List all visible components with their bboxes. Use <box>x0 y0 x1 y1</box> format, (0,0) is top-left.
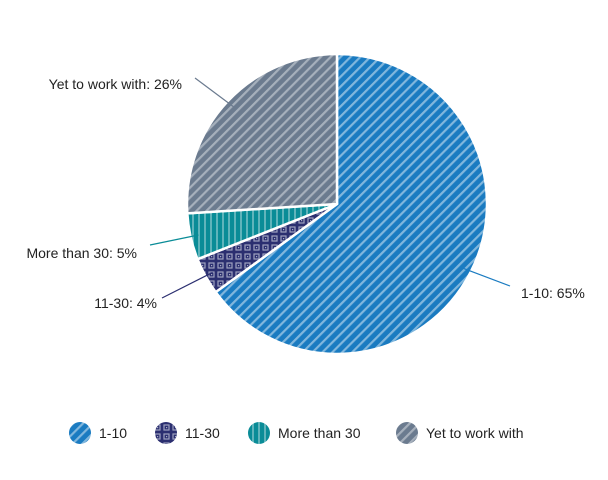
legend-item-yet-to-work-with: Yet to work with <box>396 422 524 444</box>
legend-item-more-than-30: More than 30 <box>248 422 361 444</box>
legend-label-1-10: 1-10 <box>99 425 127 441</box>
leader-line-more-than-30 <box>149 234 199 246</box>
data-label-more-than-30: More than 30: 5% <box>26 245 137 261</box>
data-label-1-10: 1-10: 65% <box>521 285 585 301</box>
pie-slice-1-10 <box>214 52 489 356</box>
slices-layer <box>185 52 489 356</box>
legend-item-11-30: 11-30 <box>155 422 220 444</box>
legend-swatch-more-than-30 <box>248 422 270 444</box>
legend-label-11-30: 11-30 <box>185 425 220 441</box>
data-label-yet-to-work-with: Yet to work with: 26% <box>49 76 182 92</box>
leader-line-1-10 <box>463 267 511 287</box>
legend-label-yet-to-work-with: Yet to work with <box>426 425 524 441</box>
legend-item-1-10: 1-10 <box>69 422 127 444</box>
legend-label-more-than-30: More than 30 <box>278 425 361 441</box>
legend-swatch-1-10 <box>69 422 91 444</box>
data-label-11-30: 11-30: 4% <box>94 295 157 311</box>
legend-swatch-yet-to-work-with <box>396 422 418 444</box>
pie-slice-yet-to-work-with <box>185 52 339 215</box>
legend-swatch-11-30 <box>155 422 177 444</box>
leader-line-11-30 <box>161 271 213 299</box>
legend: 1-10 11-30 More than 30 Yet to work with <box>69 422 524 444</box>
leader-line-yet-to-work-with <box>194 77 234 108</box>
labels-layer: 1-10: 65% 11-30: 4% More than 30: 5% Yet to… <box>26 76 584 311</box>
